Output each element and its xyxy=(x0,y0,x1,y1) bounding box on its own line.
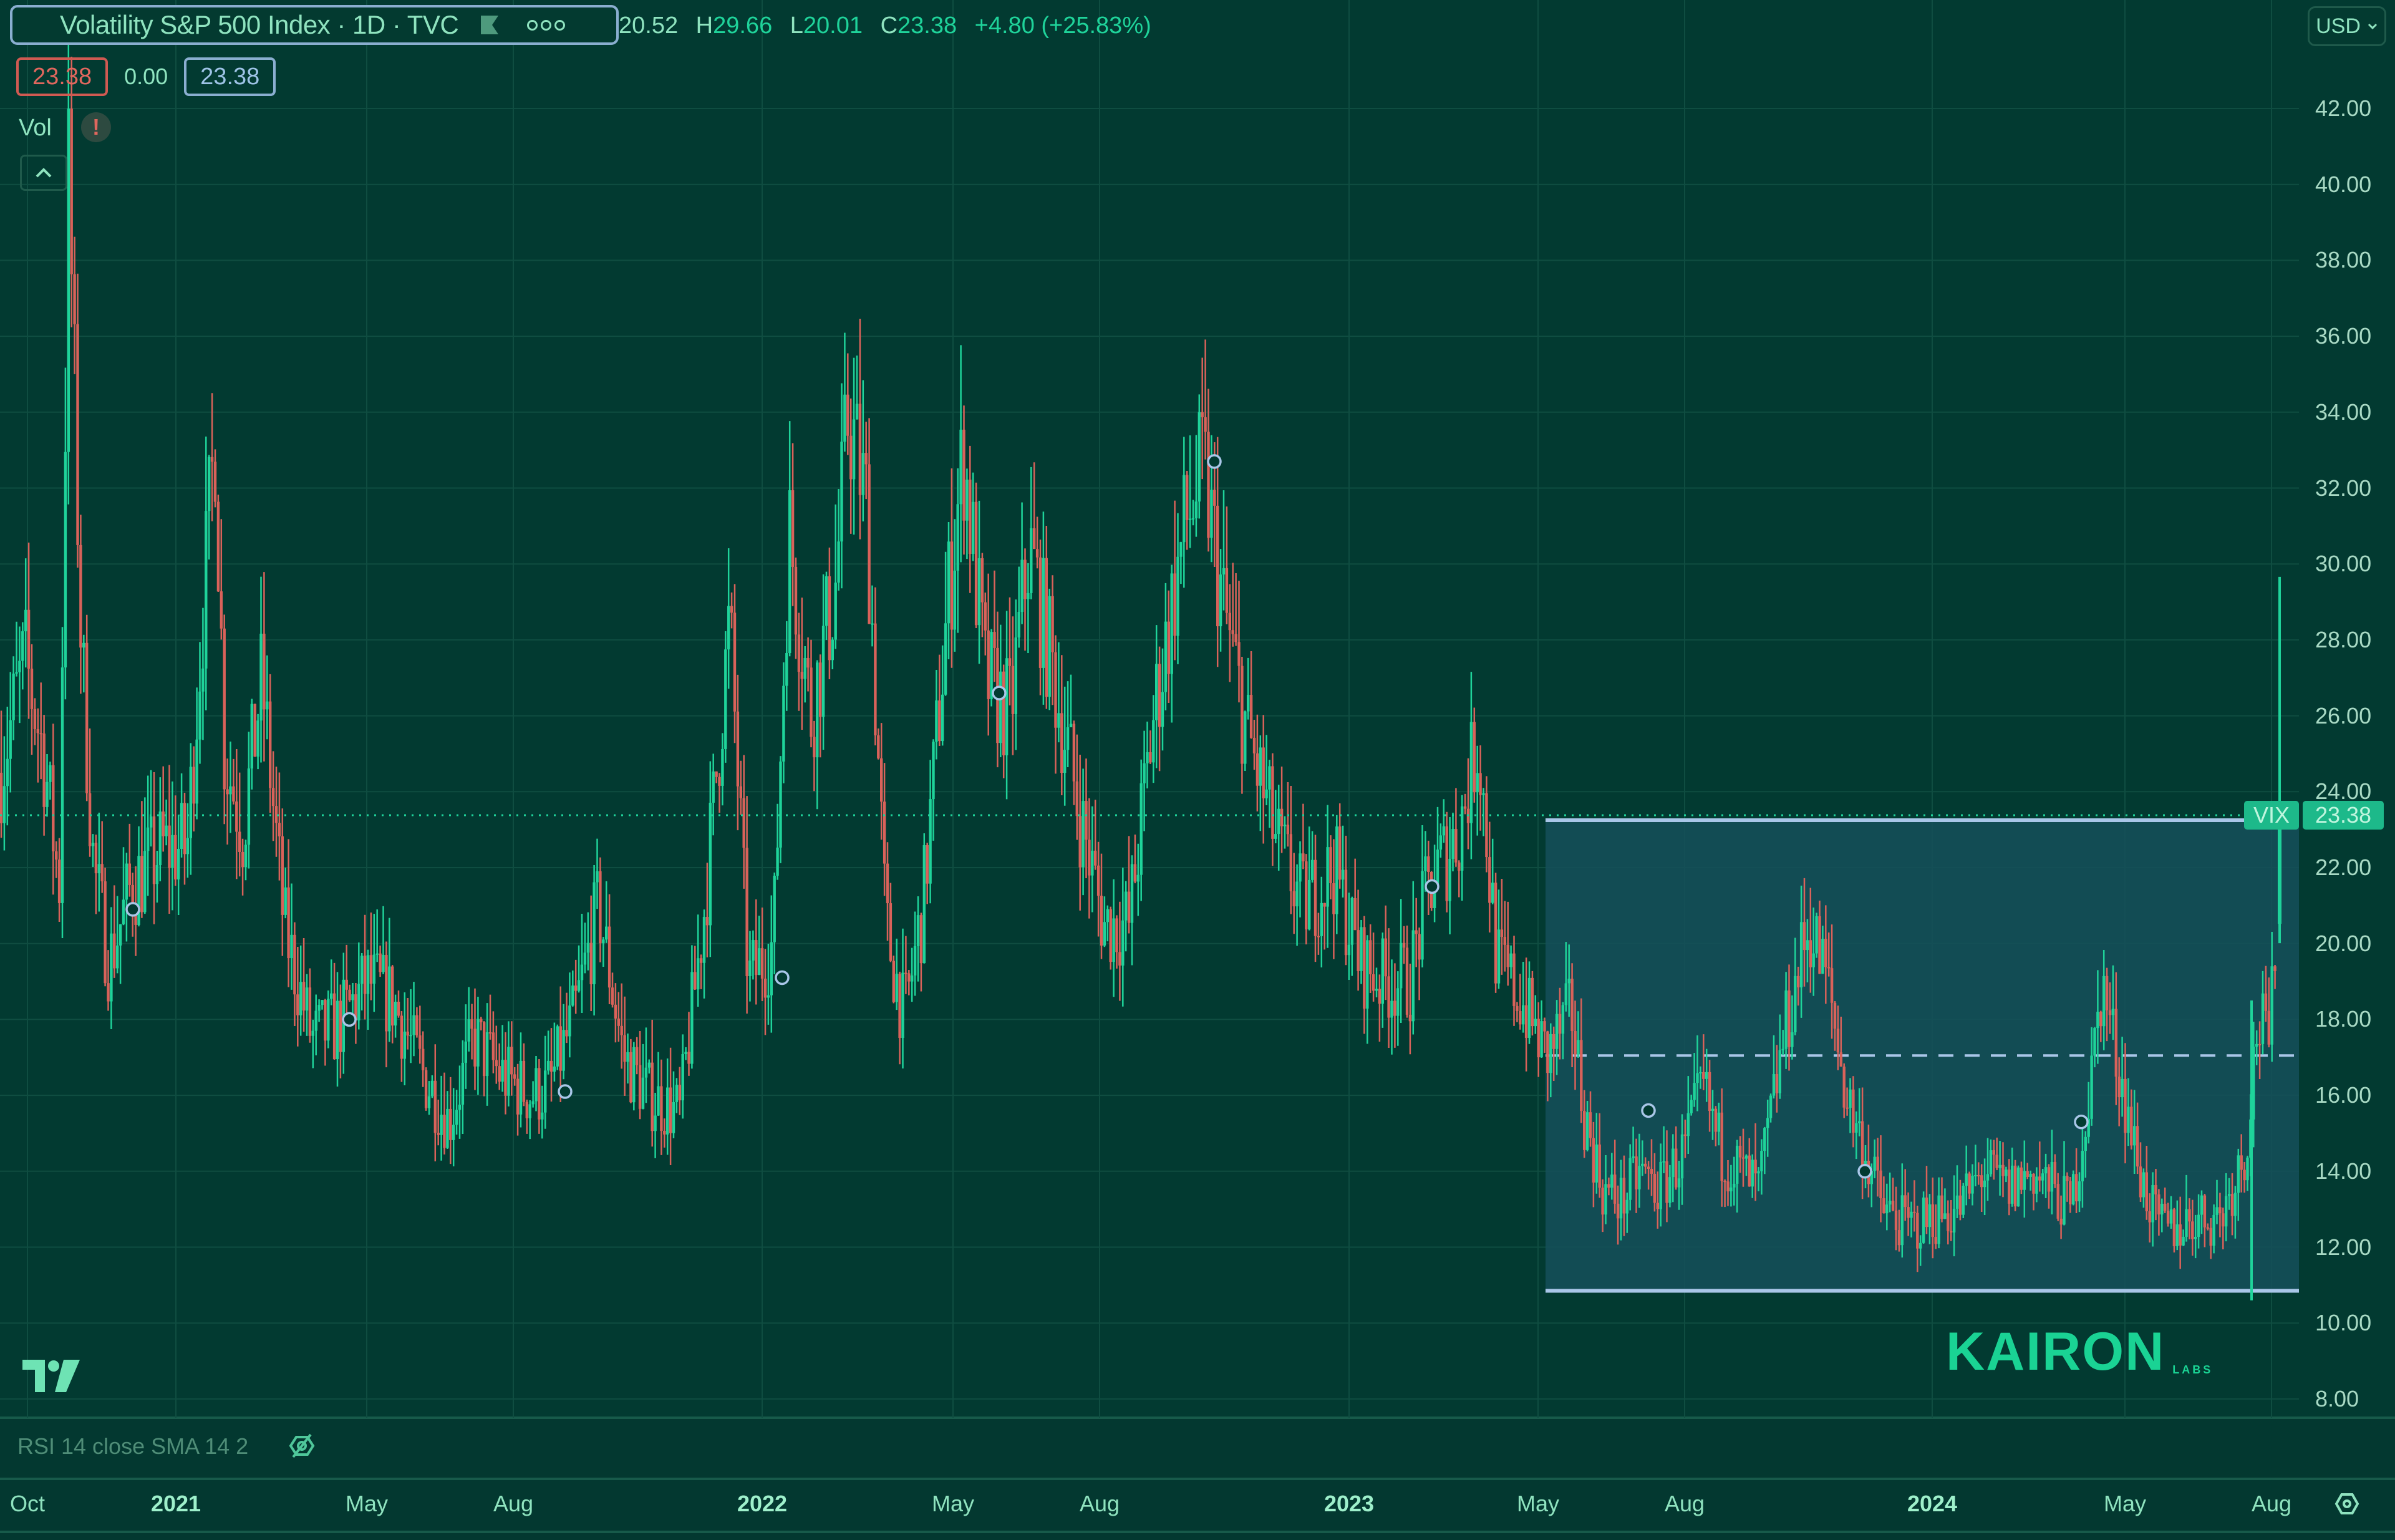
watermark-suffix: LABS xyxy=(2172,1363,2214,1376)
price-axis-tick: 12.00 xyxy=(2315,1234,2372,1260)
low-value: 20.01 xyxy=(803,12,863,39)
price-axis-tick: 32.00 xyxy=(2315,475,2372,501)
symbol-title: Volatility S&P 500 Index · 1D · TVC xyxy=(60,10,459,39)
volume-indicator-label[interactable]: Vol xyxy=(19,115,52,141)
rsi-indicator-label[interactable]: RSI 14 close SMA 14 2 xyxy=(17,1433,249,1459)
hidden-eye-icon[interactable] xyxy=(286,1430,318,1462)
time-axis-tick: 2022 xyxy=(737,1491,788,1516)
time-axis-tick: May xyxy=(2103,1491,2147,1516)
spread-value: 0.00 xyxy=(124,64,168,89)
high-value: 29.66 xyxy=(713,12,773,39)
price-axis-tick: 34.00 xyxy=(2315,399,2372,425)
warning-icon[interactable]: ! xyxy=(81,112,111,142)
price-axis-tick: 26.00 xyxy=(2315,702,2372,729)
change-value: +4.80 (+25.83%) xyxy=(974,12,1151,39)
price-axis-tick: 10.00 xyxy=(2315,1310,2372,1336)
chevron-up-icon xyxy=(36,168,52,178)
time-axis-tick: May xyxy=(345,1491,389,1516)
price-axis-tick: 38.00 xyxy=(2315,247,2372,273)
trade-buttons: 23.38 0.00 23.38 xyxy=(16,57,276,96)
time-axis-tick: Aug xyxy=(2251,1491,2292,1516)
open-value: 20.52 xyxy=(619,12,679,39)
price-axis-tick: 16.00 xyxy=(2315,1082,2372,1108)
price-axis-tick: 42.00 xyxy=(2315,95,2372,121)
symbol-legend[interactable]: Volatility S&P 500 Index · 1D · TVC xyxy=(10,5,619,45)
price-axis-tick: 24.00 xyxy=(2315,778,2372,805)
currency-label: USD xyxy=(2316,14,2361,38)
candlestick-series xyxy=(0,39,2281,1300)
event-markers xyxy=(125,454,2089,1179)
kairon-labs-watermark: KAIRON LABS xyxy=(1946,1321,2213,1383)
price-axis-tick: 18.00 xyxy=(2315,1006,2372,1032)
close-label: C xyxy=(880,12,898,39)
high-label: H xyxy=(695,12,714,39)
price-axis-tick: 30.00 xyxy=(2315,551,2372,577)
low-label: L xyxy=(790,12,803,39)
price-axis-tick: 22.00 xyxy=(2315,855,2372,880)
watermark-brand: KAIRON xyxy=(1946,1322,2165,1382)
price-axis-tick: 14.00 xyxy=(2315,1158,2372,1184)
time-axis-tick: Aug xyxy=(1079,1491,1120,1516)
close-value: 23.38 xyxy=(898,12,957,39)
price-axis-tick: 28.00 xyxy=(2315,626,2372,652)
more-options-icon[interactable] xyxy=(527,19,566,31)
sell-button[interactable]: 23.38 xyxy=(16,57,109,96)
price-axis-tick: 40.00 xyxy=(2315,171,2372,197)
tradingview-logo-icon[interactable] xyxy=(22,1360,80,1392)
time-axis-tick: Oct xyxy=(9,1491,46,1516)
price-axis-tick: 36.00 xyxy=(2315,323,2372,349)
currency-select[interactable]: USD xyxy=(2308,6,2386,46)
time-axis-tick: May xyxy=(1516,1491,1560,1516)
buy-button[interactable]: 23.38 xyxy=(184,57,276,96)
time-axis-tick: 2024 xyxy=(1907,1491,1958,1516)
time-axis-tick: May xyxy=(931,1491,975,1516)
price-axis-tick: 8.00 xyxy=(2315,1385,2359,1412)
settings-icon[interactable] xyxy=(2331,1488,2363,1519)
time-axis-tick: Aug xyxy=(1664,1491,1705,1516)
time-axis-tick: 2021 xyxy=(150,1491,201,1516)
last-price-tag: 23.38 xyxy=(2303,801,2384,830)
collapse-legend-button[interactable] xyxy=(20,155,67,191)
time-axis-tick: Aug xyxy=(493,1491,534,1516)
time-axis-tick: 2023 xyxy=(1323,1491,1375,1516)
ohlc-values: 20.52 H29.66 L20.01 C23.38 +4.80 (+25.83… xyxy=(619,12,1151,39)
price-axis-tick: 20.00 xyxy=(2315,930,2372,956)
chevron-down-icon xyxy=(2368,23,2377,30)
symbol-price-tag: VIX xyxy=(2244,801,2299,830)
flag-icon[interactable] xyxy=(480,14,500,36)
